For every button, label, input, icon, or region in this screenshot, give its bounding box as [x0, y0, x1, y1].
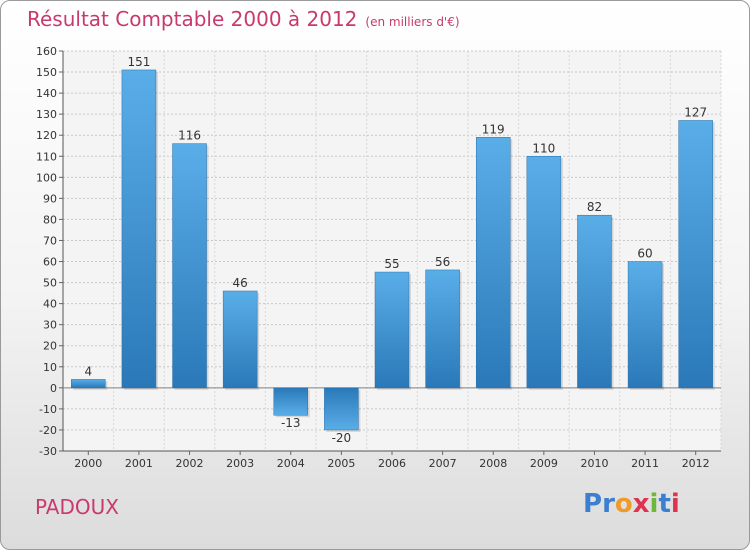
chart-title: Résultat Comptable 2000 à 2012 (en millie… — [27, 7, 460, 31]
y-tick-label: 60 — [43, 256, 57, 269]
bar — [324, 387, 359, 431]
x-tick-label: 2010 — [580, 457, 608, 470]
x-tick-label: 2006 — [378, 457, 406, 470]
chart-subtitle: (en milliers d'€) — [365, 15, 460, 29]
y-tick-label: 160 — [36, 45, 57, 58]
data-label: 55 — [384, 257, 399, 271]
y-tick-label: 150 — [36, 66, 57, 79]
logo-letter: i — [649, 489, 659, 519]
x-tick-label: 2009 — [530, 457, 558, 470]
bar — [121, 69, 157, 389]
y-tick-label: 120 — [36, 129, 57, 142]
y-tick-label: 50 — [43, 277, 57, 290]
bar — [475, 137, 511, 389]
bar — [526, 156, 562, 389]
bar — [222, 290, 258, 389]
x-tick-label: 2007 — [429, 457, 457, 470]
chart-title-text: Résultat Comptable 2000 à 2012 — [27, 7, 358, 31]
y-tick-label: 130 — [36, 108, 57, 121]
data-label: 60 — [637, 247, 652, 261]
x-tick-label: 2003 — [226, 457, 254, 470]
bar — [425, 269, 460, 389]
logo-letter: P — [583, 489, 603, 519]
x-tick-label: 2000 — [74, 457, 102, 470]
data-label: 4 — [84, 364, 92, 378]
y-tick-label: 140 — [36, 87, 57, 100]
data-labels: 4 151 116 46 -13 -20 55 56 119 110 82 60 127 — [84, 55, 707, 445]
logo-letter: t — [658, 489, 671, 519]
y-tick-label: 110 — [36, 150, 57, 163]
data-label: -20 — [332, 431, 352, 445]
bar — [627, 261, 663, 389]
x-tick-label: 2004 — [277, 457, 305, 470]
logo-letter: r — [602, 489, 615, 519]
data-label: 110 — [532, 141, 555, 155]
y-tick-label: 30 — [43, 319, 57, 332]
y-tick-label: 80 — [43, 213, 57, 226]
y-tick-label: 70 — [43, 234, 57, 247]
y-tick-label: 10 — [43, 361, 57, 374]
plot-area — [63, 51, 721, 451]
logo-letter: x — [632, 489, 650, 519]
logo-letter: o — [614, 489, 633, 519]
x-tick-label: 2005 — [327, 457, 355, 470]
y-tick-label: -20 — [39, 424, 57, 437]
data-label: 127 — [684, 105, 707, 119]
data-label: -13 — [281, 416, 301, 430]
data-label: 46 — [233, 276, 248, 290]
proxiti-logo[interactable]: Proxiti — [583, 489, 680, 519]
y-tick-label: 90 — [43, 192, 57, 205]
data-label: 56 — [435, 255, 450, 269]
bar — [172, 143, 207, 389]
x-tick-label: 2001 — [125, 457, 153, 470]
y-tick-label: -30 — [39, 445, 57, 458]
y-tick-label: 0 — [50, 382, 57, 395]
y-tick-label: 40 — [43, 298, 57, 311]
logo-letter: i — [670, 489, 680, 519]
bar — [273, 387, 309, 416]
y-tick-label: -10 — [39, 403, 57, 416]
data-label: 151 — [127, 55, 150, 69]
x-tick-label: 2012 — [682, 457, 710, 470]
x-tick-label: 2002 — [176, 457, 204, 470]
data-label: 119 — [482, 122, 505, 136]
bars — [71, 69, 715, 432]
x-tick-label: 2011 — [631, 457, 659, 470]
bar — [678, 120, 713, 389]
bar — [577, 214, 612, 389]
bar — [374, 271, 410, 389]
data-label: 116 — [178, 129, 201, 143]
commune-name: PADOUX — [35, 495, 119, 519]
bar — [71, 379, 106, 389]
data-label: 82 — [587, 200, 602, 214]
y-tick-label: 100 — [36, 171, 57, 184]
y-tick-label: 20 — [43, 340, 57, 353]
x-tick-label: 2008 — [479, 457, 507, 470]
